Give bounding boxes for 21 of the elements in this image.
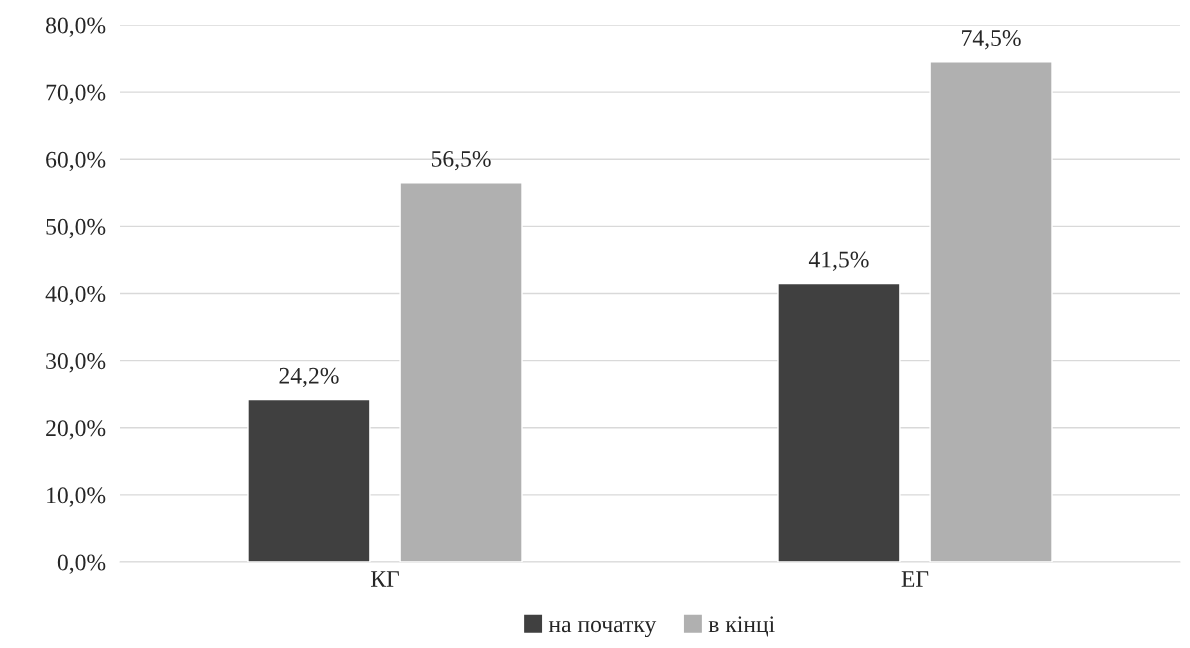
y-tick-label: 60,0% <box>46 151 106 172</box>
y-tick-label: 10,0% <box>47 487 106 507</box>
y-tick-label: 20,0% <box>46 420 106 440</box>
data-label: 56,5% <box>431 150 491 171</box>
bar <box>929 61 1053 562</box>
data-label: 24,2% <box>279 367 339 388</box>
x-tick-label: ЕГ <box>901 571 929 587</box>
data-label: 74,5% <box>962 30 1021 50</box>
bar <box>247 398 371 562</box>
legend-label: в кінці <box>708 616 775 637</box>
y-tick-label: 80,0% <box>46 17 106 37</box>
y-tick-label: 40,0% <box>45 285 106 306</box>
y-tick-label: 0,0% <box>57 554 106 574</box>
legend-label: на початку <box>548 620 657 638</box>
data-label: 41,5% <box>808 251 869 271</box>
x-tick-label: КГ <box>370 571 399 587</box>
y-tick-label: 30,0% <box>46 353 106 373</box>
y-tick-label: 50,0% <box>46 218 106 239</box>
y-tick-label: 70,0% <box>46 84 106 104</box>
bar <box>777 282 901 562</box>
bar <box>399 182 523 562</box>
